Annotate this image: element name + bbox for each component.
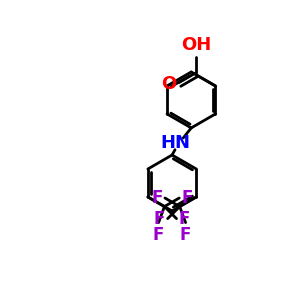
Text: O: O xyxy=(161,76,176,94)
Text: F: F xyxy=(180,226,191,244)
Text: F: F xyxy=(154,210,165,228)
Text: HN: HN xyxy=(160,134,190,152)
Text: OH: OH xyxy=(181,36,211,54)
Text: F: F xyxy=(179,210,190,228)
Text: F: F xyxy=(182,189,193,207)
Text: F: F xyxy=(151,189,163,207)
Text: F: F xyxy=(153,226,164,244)
